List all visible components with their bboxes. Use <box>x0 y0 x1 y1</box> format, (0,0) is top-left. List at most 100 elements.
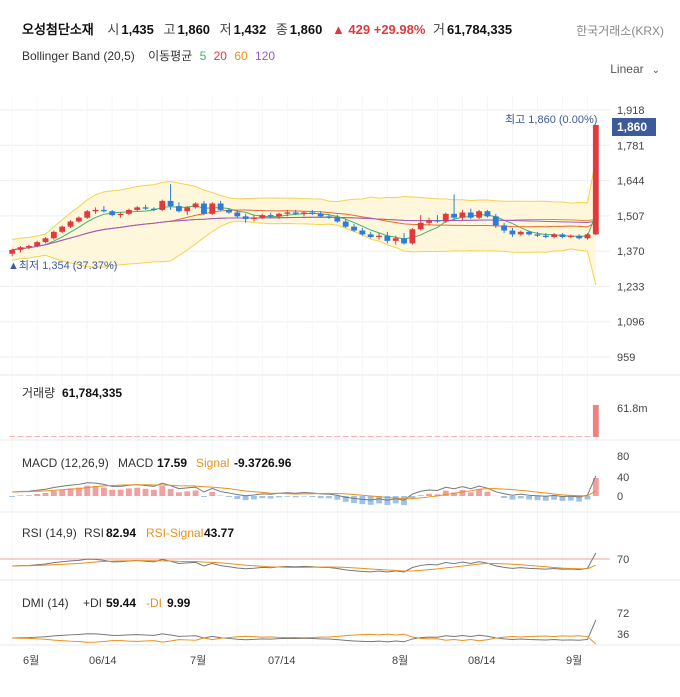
pdi-line <box>12 619 597 643</box>
candle-body-5 <box>50 231 57 239</box>
candle-body-68 <box>576 235 583 239</box>
volume-bar-13 <box>117 436 124 437</box>
volume-bar-5 <box>50 436 57 437</box>
macd-tick-0: 0 <box>617 491 623 503</box>
macd-bar-38 <box>326 496 332 499</box>
macd-bar-39 <box>334 496 341 500</box>
macd-bar-4 <box>42 493 49 496</box>
price-tick-2: 1,644 <box>617 176 645 188</box>
volume-bar-25 <box>217 436 224 437</box>
candle-body-34 <box>292 212 299 214</box>
macd-bar-17 <box>150 489 157 496</box>
candle-body-8 <box>75 217 82 222</box>
low-label: 저 <box>219 22 232 37</box>
macd-bar-41 <box>351 496 357 504</box>
candle-body-24 <box>209 203 216 214</box>
ma20-label[interactable]: 20 <box>213 49 227 63</box>
ma120-label[interactable]: 120 <box>255 49 276 63</box>
close-value: 1,860 <box>289 22 323 37</box>
volume-bar-59 <box>501 436 508 437</box>
volume-bar-65 <box>551 436 558 437</box>
dmi-tick-72: 72 <box>617 608 629 620</box>
candle-body-55 <box>467 212 474 218</box>
volume-bar-49 <box>417 436 424 437</box>
chevron-down-icon[interactable]: ⌄ <box>651 65 660 76</box>
macd-bar-6 <box>59 489 66 496</box>
volume-bar-17 <box>150 436 157 437</box>
change-value: ▲ 429 +29.98% <box>331 22 426 37</box>
ma5-label[interactable]: 5 <box>199 49 207 63</box>
candle-body-33 <box>284 212 291 214</box>
candle-body-43 <box>367 234 374 237</box>
candle-body-61 <box>517 231 524 235</box>
volume-bar-53 <box>451 436 458 437</box>
candle-body-18 <box>159 200 166 210</box>
volume-bar-19 <box>167 436 174 437</box>
volume-bar-63 <box>534 436 541 437</box>
volume-bar-8 <box>75 436 82 437</box>
candle-body-4 <box>42 238 49 243</box>
x-tick-aug: 8월 <box>392 654 408 667</box>
price-tick-3: 1,507 <box>617 211 645 223</box>
candle-body-54 <box>459 212 466 218</box>
macd-bar-40 <box>342 496 349 502</box>
bollinger-lower <box>12 220 597 286</box>
volume-bar-0 <box>9 436 16 437</box>
macd-bar-56 <box>476 489 483 496</box>
mdi-value: 9.99 <box>167 596 191 610</box>
volume-bar-46 <box>392 436 399 437</box>
volume-bar-36 <box>309 436 316 437</box>
volume-label: 거 <box>433 22 446 37</box>
current-price-tag <box>612 118 656 136</box>
volume-bar-31 <box>267 436 274 437</box>
volume-bar-38 <box>326 436 332 437</box>
macd-bar-69 <box>584 496 591 500</box>
volume-bar-64 <box>542 436 549 437</box>
candle-body-11 <box>100 209 107 212</box>
volume-bar-47 <box>401 436 407 437</box>
rsi-label: RSI (14,9) <box>22 526 77 540</box>
macd-signal-line <box>12 484 597 500</box>
volume-bar-16 <box>142 436 149 437</box>
volume-bar-54 <box>459 436 466 437</box>
price-tick-4: 1,370 <box>617 246 645 258</box>
macd-bar-24 <box>209 492 216 496</box>
candle-body-46 <box>392 238 399 241</box>
candle-body-6 <box>59 226 66 232</box>
indicator-legend[interactable]: Bollinger Band (20,5) 이동평균 5 20 60 120 <box>22 47 279 64</box>
candle-body-2 <box>25 245 32 248</box>
macd-bar-50 <box>426 493 432 496</box>
macd-bar-63 <box>534 496 541 501</box>
scale-selector[interactable]: Linear ⌄ <box>610 62 660 76</box>
low-annotation: ▲최저 1,354 (37.37%) <box>8 259 117 272</box>
open-value: 1,435 <box>121 22 154 37</box>
ma-label[interactable]: 이동평균 <box>148 49 193 63</box>
volume-bar-56 <box>476 436 483 437</box>
candle-body-1 <box>17 247 24 250</box>
candle-body-44 <box>376 235 382 237</box>
candle-body-48 <box>409 229 416 244</box>
volume-bar-61 <box>517 436 524 437</box>
grid-lines <box>0 95 680 646</box>
volume-bar-32 <box>276 436 282 437</box>
macd-bar-54 <box>459 490 466 496</box>
candle-body-51 <box>434 220 441 222</box>
macd-bar-33 <box>284 496 291 497</box>
x-tick-jun: 6월 <box>23 654 39 667</box>
candle-body-67 <box>567 235 574 237</box>
volume-bar-24 <box>209 436 216 437</box>
macd-bar-7 <box>67 488 74 496</box>
volume-bar-55 <box>467 436 474 437</box>
volume-bar-18 <box>159 436 166 437</box>
macd-bar-23 <box>201 496 207 497</box>
bollinger-band <box>12 159 597 286</box>
candle-body-49 <box>417 222 424 230</box>
scale-label[interactable]: Linear <box>610 62 644 76</box>
volume-bar-35 <box>301 436 307 437</box>
ma60-label[interactable]: 60 <box>234 49 248 63</box>
volume-bar-26 <box>226 436 232 437</box>
close-label: 종 <box>275 22 288 37</box>
bollinger-label[interactable]: Bollinger Band (20,5) <box>22 49 135 63</box>
macd-bar-22 <box>192 490 199 496</box>
